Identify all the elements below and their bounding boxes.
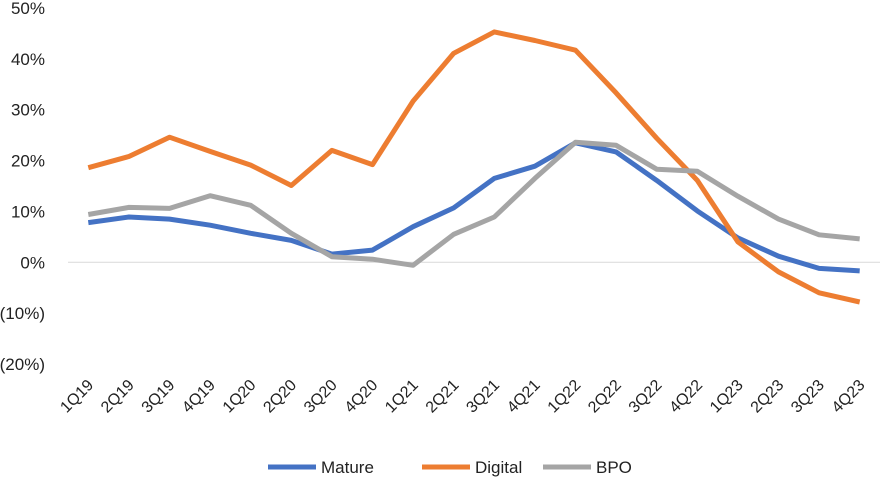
series-line-digital: [87, 29, 861, 305]
y-tick-label: 0%: [20, 253, 45, 272]
x-tick-label: 1Q21: [382, 377, 422, 417]
x-tick-label: 1Q22: [545, 377, 585, 417]
series-lines: [87, 29, 861, 305]
x-axis: 1Q19 2Q19 3Q19 4Q19 1Q20 2Q20 3Q20 4Q20 1Q21 2Q21…: [57, 377, 868, 417]
x-tick-label: 3Q23: [788, 377, 828, 417]
y-tick-label: 10%: [11, 202, 45, 221]
x-tick-label: 1Q19: [57, 377, 97, 417]
y-axis: 50% 40% 30% 20% 10% 0% (10%) (20%): [0, 0, 45, 374]
y-tick-label: (20%): [0, 355, 45, 374]
legend-label-mature: Mature: [321, 458, 374, 477]
series-line-mature: [87, 140, 860, 274]
x-tick-label: 3Q22: [626, 377, 666, 417]
x-tick-label: 2Q19: [98, 377, 138, 417]
y-tick-label: 40%: [11, 50, 45, 69]
y-tick-label: 30%: [11, 101, 45, 120]
x-tick-label: 4Q20: [342, 377, 382, 417]
x-tick-label: 2Q21: [423, 377, 463, 417]
x-tick-label: 3Q19: [139, 377, 179, 417]
series-line-bpo: [87, 139, 860, 268]
x-tick-label: 2Q23: [748, 377, 788, 417]
x-tick-label: 2Q22: [585, 377, 625, 417]
x-tick-label: 4Q23: [829, 377, 869, 417]
x-tick-label: 4Q19: [179, 377, 219, 417]
legend-label-bpo: BPO: [596, 458, 632, 477]
x-tick-label: 4Q21: [504, 377, 544, 417]
x-tick-label: 2Q20: [260, 377, 300, 417]
y-tick-label: (10%): [0, 304, 45, 323]
x-tick-label: 3Q21: [463, 377, 503, 417]
x-tick-label: 3Q20: [301, 377, 341, 417]
legend: Mature Digital BPO: [268, 458, 632, 477]
legend-label-digital: Digital: [475, 458, 522, 477]
x-tick-label: 1Q23: [707, 377, 747, 417]
x-tick-label: 4Q22: [666, 377, 706, 417]
x-tick-label: 1Q20: [220, 377, 260, 417]
y-tick-label: 20%: [11, 152, 45, 171]
y-tick-label: 50%: [11, 0, 45, 18]
